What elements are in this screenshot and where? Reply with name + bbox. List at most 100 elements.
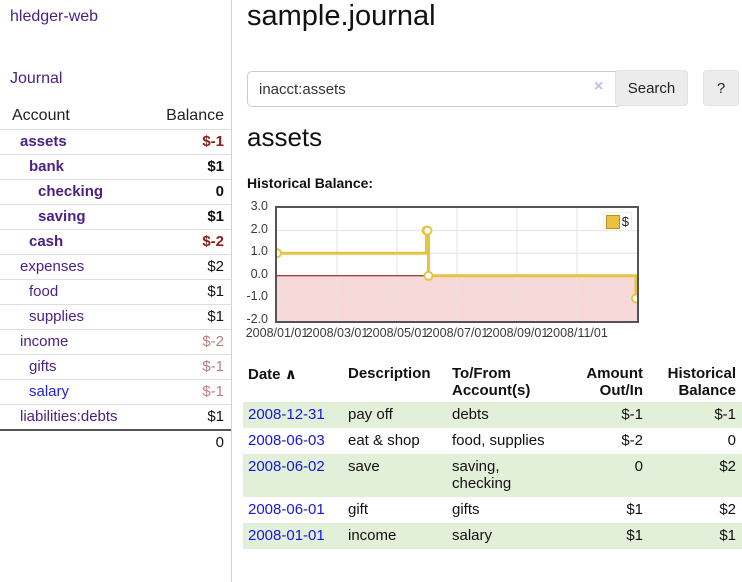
x-tick-label: 2008/11/01 <box>546 326 608 340</box>
account-balance: $2 <box>139 254 231 280</box>
transaction-balance: $2 <box>719 458 736 475</box>
account-link-supplies[interactable]: supplies <box>29 308 85 325</box>
transaction-amount: $1 <box>626 501 643 518</box>
account-link-salary[interactable]: salary <box>29 383 70 400</box>
transaction-date-link[interactable]: 2008-06-02 <box>248 458 325 475</box>
transaction-date-link[interactable]: 2008-06-01 <box>248 501 325 518</box>
accounts-total-balance: 0 <box>139 429 231 455</box>
transaction-balance: $-1 <box>714 406 736 423</box>
account-row: supplies $1 <box>0 304 231 330</box>
transaction-accounts: saving, checking <box>452 458 512 492</box>
chart-title: Historical Balance: <box>247 175 374 191</box>
sidebar-item-journal[interactable]: Journal <box>10 70 63 87</box>
legend-label: $ <box>621 214 629 229</box>
register-row[interactable]: 2008-06-02 save saving, checking 0 $2 <box>243 454 742 497</box>
account-balance: $1 <box>139 154 231 180</box>
accounts-total-row: 0 <box>0 429 231 455</box>
register-col-header-description: Description <box>348 365 431 382</box>
account-link-gifts[interactable]: gifts <box>29 358 57 375</box>
y-tick-label: 1.0 <box>250 244 268 259</box>
transaction-amount: $1 <box>626 527 643 544</box>
sort-ascending-icon: ∧ <box>284 366 297 383</box>
transaction-balance: 0 <box>727 432 736 449</box>
transaction-description: pay off <box>348 406 393 423</box>
account-link-saving[interactable]: saving <box>38 208 86 225</box>
account-table-header: Account Balance <box>0 104 231 130</box>
x-tick-label: 2008/01/01 <box>245 326 309 340</box>
register-row[interactable]: 2008-06-03 eat & shop food, supplies $-2 0 <box>243 428 742 454</box>
account-balance: 0 <box>139 179 231 205</box>
transaction-description: gift <box>348 501 369 518</box>
account-heading: assets <box>247 122 323 152</box>
account-balance: $1 <box>139 404 231 430</box>
register-row[interactable]: 2008-01-01 income salary $1 $1 <box>243 523 742 549</box>
account-balance-table: Account Balance assets $-1 bank $1 checking 0… <box>0 104 231 455</box>
transaction-description: eat & shop <box>348 432 420 449</box>
y-tick-label: 2.0 <box>250 221 268 236</box>
transaction-amount: $-1 <box>621 406 643 423</box>
account-balance: $-1 <box>139 129 231 155</box>
account-row: income $-2 <box>0 329 231 355</box>
register-row[interactable]: 2008-06-01 gift gifts $1 $2 <box>243 497 742 523</box>
account-balance: $-1 <box>139 379 231 405</box>
chart-legend: $ <box>602 212 632 231</box>
transaction-balance: $2 <box>719 501 736 518</box>
account-row: checking 0 <box>0 179 231 205</box>
x-tick-label: 2008/09/01 <box>485 326 549 340</box>
account-row: food $1 <box>0 279 231 305</box>
app-title-link[interactable]: hledger-web <box>10 8 99 25</box>
transaction-date-link[interactable]: 2008-12-31 <box>248 406 325 423</box>
account-balance: $1 <box>139 279 231 305</box>
account-column-header: Account <box>12 107 70 124</box>
transaction-amount: 0 <box>634 458 643 475</box>
register-col-header-historical-balance: Historical Balance <box>667 365 736 399</box>
transaction-date-link[interactable]: 2008-01-01 <box>248 527 325 544</box>
account-link-income[interactable]: income <box>20 333 69 350</box>
transaction-accounts: debts <box>452 406 489 423</box>
transaction-date-link[interactable]: 2008-06-03 <box>248 432 325 449</box>
account-balance: $1 <box>139 204 231 230</box>
account-row: expenses $2 <box>0 254 231 280</box>
transaction-amount: $-2 <box>621 432 643 449</box>
register-row[interactable]: 2008-12-31 pay off debts $-1 $-1 <box>243 402 742 428</box>
transaction-description: save <box>348 458 380 475</box>
account-link-cash[interactable]: cash <box>29 233 64 250</box>
register-col-header-date[interactable]: Date ∧ <box>248 366 297 383</box>
x-tick-label: 2008/05/01 <box>365 326 429 340</box>
register-header-row: Date ∧ Description To/From Account(s) Amoun… <box>243 362 742 402</box>
sidebar: hledger-web Journal Account Balance asse… <box>0 0 232 582</box>
transaction-accounts: gifts <box>452 501 480 518</box>
chart-canvas <box>277 208 637 321</box>
register-table: Date ∧ Description To/From Account(s) Amoun… <box>243 362 742 549</box>
account-row: bank $1 <box>0 154 231 180</box>
historical-balance-chart[interactable]: $ <box>275 206 639 323</box>
account-link-bank[interactable]: bank <box>29 158 65 175</box>
search-input[interactable] <box>247 71 622 107</box>
y-tick-label: 0.0 <box>250 266 268 281</box>
y-tick-label: -2.0 <box>246 312 268 326</box>
register-col-header-amount-out-in: Amount Out/In <box>586 365 643 399</box>
account-row: liabilities:debts $1 <box>0 404 231 430</box>
account-link-food[interactable]: food <box>29 283 59 300</box>
account-link-checking[interactable]: checking <box>38 183 104 200</box>
transaction-description: income <box>348 527 397 544</box>
transaction-accounts: food, supplies <box>452 432 545 449</box>
x-tick-label: 2008/07/01 <box>425 326 489 340</box>
search-button[interactable]: Search <box>615 70 688 106</box>
clear-search-icon[interactable]: × <box>594 78 604 95</box>
account-table-body: assets $-1 bank $1 checking 0 saving $1 cash $-2 e… <box>0 129 231 455</box>
help-button[interactable]: ? <box>703 70 739 106</box>
account-balance: $-2 <box>139 229 231 255</box>
account-link-liabilities-debts[interactable]: liabilities:debts <box>20 408 118 425</box>
transaction-accounts: salary <box>452 527 493 544</box>
account-row: gifts $-1 <box>0 354 231 380</box>
x-tick-label: 2008/03/01 <box>305 326 369 340</box>
account-link-expenses[interactable]: expenses <box>20 258 85 275</box>
balance-column-header: Balance <box>166 107 224 124</box>
y-tick-label: -1.0 <box>246 289 268 304</box>
account-row: cash $-2 <box>0 229 231 255</box>
account-link-assets[interactable]: assets <box>20 133 67 150</box>
register-body: 2008-12-31 pay off debts $-1 $-1 2008-06-03 ea… <box>243 402 742 549</box>
account-balance: $-2 <box>139 329 231 355</box>
